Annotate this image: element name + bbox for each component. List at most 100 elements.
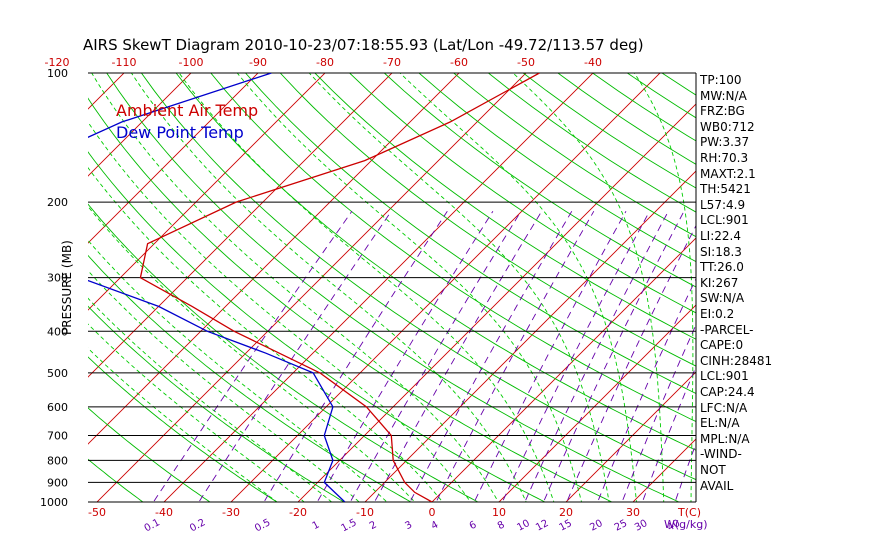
- index-item: FRZ:BG: [700, 104, 745, 119]
- mixing-ratio-tick-label: 3: [403, 519, 414, 532]
- isotherm-line: [758, 53, 870, 511]
- isotherm-line: [825, 53, 870, 511]
- moist-adiabat-line: [88, 297, 333, 502]
- mixing-ratio-line: [641, 365, 696, 502]
- index-item: AVAIL: [700, 478, 734, 493]
- mixing-ratio-line: [435, 210, 595, 502]
- dry-adiabat-line: [279, 73, 696, 367]
- moist-adiabat-line: [88, 347, 278, 502]
- dry-adiabat-line: [695, 73, 696, 74]
- mixing-ratio-tick-label: 8: [496, 519, 507, 532]
- index-item: LCL:901: [700, 369, 749, 384]
- index-item: CINH:28481: [700, 353, 773, 368]
- isotherm-line: [565, 371, 696, 502]
- isotherm-line: [230, 73, 661, 502]
- bottom-temp-tick-label: 10: [492, 506, 506, 519]
- dry-adiabat-line: [88, 305, 345, 502]
- legend-dew: Dew Point Temp: [116, 123, 244, 142]
- moist-adiabat-line: [178, 73, 555, 502]
- mixing-ratio-axis-label: W(g/kg): [664, 518, 708, 531]
- mixing-ratio-line: [349, 210, 522, 502]
- top-temp-tick-label: -110: [112, 56, 137, 69]
- pressure-tick-label: 700: [47, 430, 68, 443]
- bottom-temp-tick-label: -10: [356, 506, 374, 519]
- mixing-ratio-line: [597, 277, 696, 502]
- pressure-tick-label: 1000: [40, 496, 68, 509]
- moist-adiabat-line: [308, 73, 610, 502]
- isotherm-line: [498, 304, 696, 502]
- top-temp-tick-label: -120: [45, 56, 70, 69]
- mixing-ratio-line: [473, 210, 627, 502]
- moist-adiabat-line: [633, 73, 694, 502]
- bottom-temp-tick-label: 30: [626, 506, 640, 519]
- bottom-temp-tick-label: 20: [559, 506, 573, 519]
- mixing-ratio-line: [373, 210, 543, 502]
- dry-adiabat-line: [88, 254, 412, 502]
- index-item: LI:22.4: [700, 229, 741, 243]
- bottom-temp-tick-label: -30: [222, 506, 240, 519]
- mixing-ratio-tick-label: 25: [613, 518, 629, 534]
- mixing-ratio-line: [566, 224, 696, 502]
- dew-point-line: [88, 73, 346, 502]
- pressure-tick-label: 500: [47, 367, 68, 380]
- dry-adiabat-line: [88, 151, 546, 502]
- isotherm-line: [297, 103, 696, 502]
- mixing-ratio-line: [152, 210, 353, 502]
- isotherm-line: [96, 73, 527, 502]
- index-item: SW:N/A: [700, 291, 745, 306]
- isotherm-line: [0, 53, 10, 511]
- mixing-ratio-tick-label: 30: [633, 518, 649, 534]
- mixing-ratio-line: [543, 210, 685, 502]
- index-item: CAPE:0: [700, 338, 744, 353]
- dry-adiabat-line: [383, 73, 696, 288]
- top-temp-tick-label: -40: [584, 56, 602, 69]
- moist-adiabat-line: [88, 205, 416, 502]
- ambient-temp-line: [139, 73, 540, 502]
- moist-adiabat-line: [91, 73, 499, 502]
- pressure-tick-label: 400: [47, 325, 68, 338]
- isotherm-line: [88, 73, 393, 378]
- index-item: NOT: [700, 463, 726, 477]
- mixing-ratio-line: [198, 210, 392, 502]
- isotherm-line: [163, 73, 594, 502]
- dry-adiabat-line: [314, 73, 696, 340]
- dry-adiabat-line: [244, 73, 696, 395]
- dry-adiabat-line: [88, 458, 144, 502]
- top-temp-tick-label: -60: [450, 56, 468, 69]
- dry-adiabat-line: [210, 73, 696, 423]
- dry-adiabat-line: [88, 203, 479, 502]
- index-item: TP:100: [700, 73, 742, 87]
- dry-adiabat-line: [522, 73, 696, 189]
- dry-adiabat-line: [348, 73, 696, 314]
- index-item: -PARCEL-: [700, 322, 754, 337]
- mixing-ratio-line: [316, 210, 494, 502]
- index-item: PW:3.37: [700, 135, 750, 150]
- index-item: -WIND-: [700, 447, 742, 462]
- dry-adiabat-line: [802, 53, 870, 511]
- mixing-ratio-tick-label: 0.2: [188, 517, 207, 534]
- bottom-temp-tick-label: -20: [289, 506, 307, 519]
- dry-adiabat-line: [768, 53, 870, 511]
- index-item: WB0:712: [700, 119, 755, 134]
- moist-adiabat-line: [512, 73, 665, 502]
- dry-adiabat-line: [88, 356, 278, 502]
- isotherm-line: [88, 73, 259, 244]
- dry-adiabat-line: [88, 407, 211, 502]
- isotherm-line: [364, 170, 696, 502]
- top-temp-tick-label: -90: [249, 56, 267, 69]
- index-item: MPL:N/A: [700, 431, 750, 446]
- index-item: LCL:901: [700, 213, 749, 228]
- mixing-ratio-tick-label: 0.5: [253, 517, 272, 534]
- mixing-ratio-tick-label: 15: [557, 518, 573, 534]
- index-item: RH:70.3: [700, 151, 749, 165]
- dry-adiabat-line: [88, 97, 613, 502]
- x-axis-label: T(C): [677, 506, 701, 519]
- index-item: TH:5421: [700, 182, 751, 197]
- isotherm-line: [88, 73, 460, 445]
- index-item: L57:4.9: [700, 197, 746, 212]
- mixing-ratio-tick-label: 20: [588, 518, 604, 534]
- pressure-tick-label: 800: [47, 454, 68, 467]
- mixing-ratio-line: [263, 210, 448, 502]
- isotherm-line: [88, 73, 192, 177]
